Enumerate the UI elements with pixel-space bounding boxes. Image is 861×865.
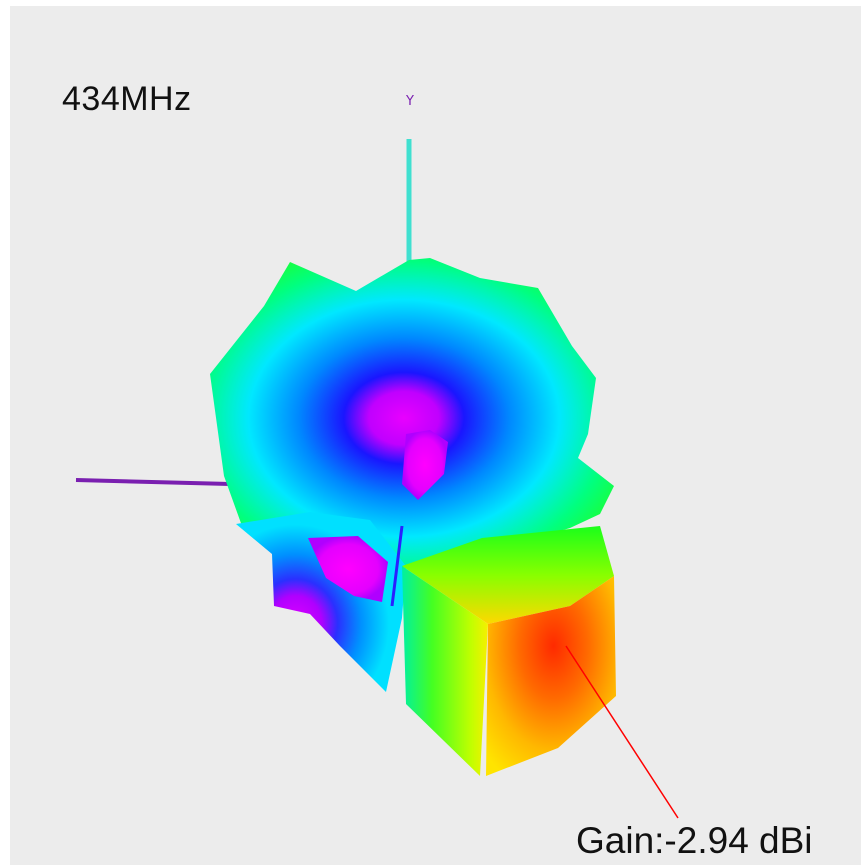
gain-marker-line [565,645,679,819]
pattern-main-lobe-face [486,576,616,776]
x-axis-line [75,478,231,486]
pattern-null-lower [308,536,388,602]
frequency-label: 434MHz [62,80,192,118]
gain-readout: Gain:-2.94 dBi [576,820,813,861]
feed-line [390,525,404,607]
pattern-box-top [402,526,614,624]
3d-radiation-pattern-viewport[interactable]: Y 434MHz Gain:-2.94 dBi [10,6,861,865]
pattern-null-upper [402,430,448,500]
pattern-upper-surface [210,258,614,566]
radiation-pattern-canvas[interactable]: Y [10,6,861,865]
pattern-box-side [402,566,488,776]
y-axis-label: Y [405,94,414,109]
